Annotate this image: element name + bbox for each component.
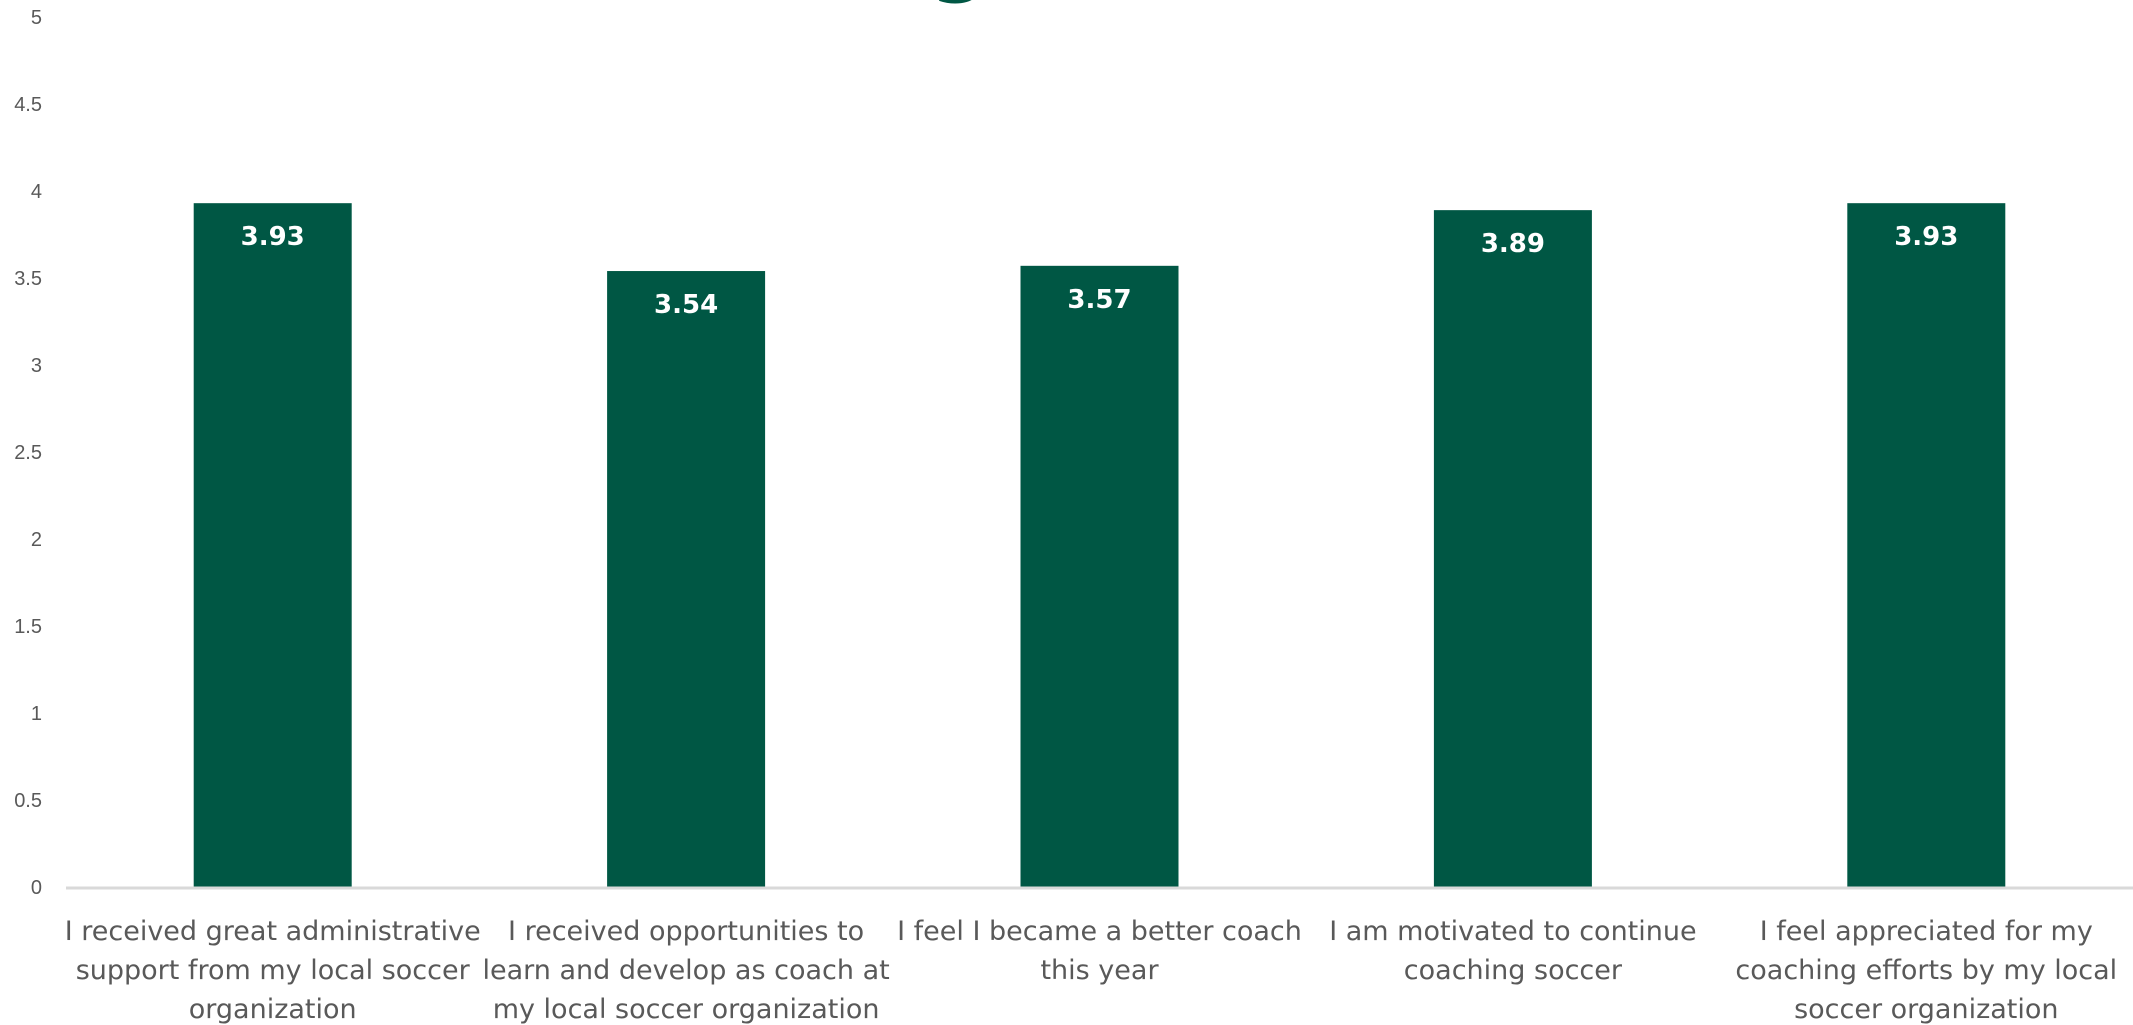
- category-label-line: I feel appreciated for my: [1760, 916, 2093, 947]
- category-label: I feel I became a better coach this year: [897, 916, 1302, 986]
- category-label-line: I received great administrative: [65, 916, 481, 947]
- category-label-line: I received opportunities to: [508, 916, 864, 947]
- bar-data-label: 3.89: [1481, 229, 1545, 259]
- bar: [1020, 265, 1179, 887]
- category-label: I received opportunities to learn and dev…: [482, 916, 889, 1025]
- category-label-line: support from my local soccer: [76, 955, 471, 986]
- bar: [607, 271, 766, 887]
- category-label: I received great administrative support f…: [65, 916, 481, 1025]
- bar: [1847, 203, 2006, 887]
- y-tick-label: 5: [31, 7, 42, 29]
- data-labels-group: 3.93 3.54 3.57 3.89 3.93: [241, 222, 1959, 320]
- y-tick-label: 4.5: [14, 94, 42, 116]
- y-tick-label: 1.5: [14, 616, 42, 638]
- bar: [193, 203, 352, 887]
- category-label-line: soccer organization: [1794, 994, 2058, 1025]
- y-tick-label: 2: [31, 529, 42, 551]
- bars-group: [193, 203, 2006, 887]
- category-label-line: I feel I became a better coach: [897, 916, 1302, 947]
- bar-data-label: 3.54: [654, 290, 718, 320]
- y-tick-label: 0: [31, 877, 42, 899]
- category-label-line: I am motivated to continue: [1329, 916, 1696, 947]
- category-labels-group: I received great administrative support f…: [65, 916, 2117, 1025]
- category-label-line: organization: [189, 994, 357, 1025]
- category-label: I am motivated to continue coaching socce…: [1329, 916, 1696, 986]
- y-tick-label: 3.5: [14, 268, 42, 290]
- y-tick-label: 3: [31, 355, 42, 377]
- y-tick-label: 0.5: [14, 790, 42, 812]
- bar: [1433, 210, 1592, 887]
- y-tick-label: 4: [31, 181, 42, 203]
- category-label: I feel appreciated for my coaching effort…: [1735, 916, 2117, 1025]
- bar-data-label: 3.93: [1894, 222, 1958, 252]
- y-tick-label: 1: [31, 703, 42, 725]
- y-axis-ticks: 0 0.5 1 1.5 2 2.5 3 3.5 4 4.5 5: [14, 7, 42, 899]
- category-label-line: my local soccer organization: [493, 994, 880, 1025]
- category-label-line: coaching soccer: [1404, 955, 1623, 986]
- bar-data-label: 3.57: [1067, 285, 1131, 315]
- category-label-line: coaching efforts by my local: [1735, 955, 2117, 986]
- y-tick-label: 2.5: [14, 442, 42, 464]
- category-label-line: learn and develop as coach at: [482, 955, 889, 986]
- bar-data-label: 3.93: [241, 222, 305, 252]
- category-label-line: this year: [1040, 955, 1159, 986]
